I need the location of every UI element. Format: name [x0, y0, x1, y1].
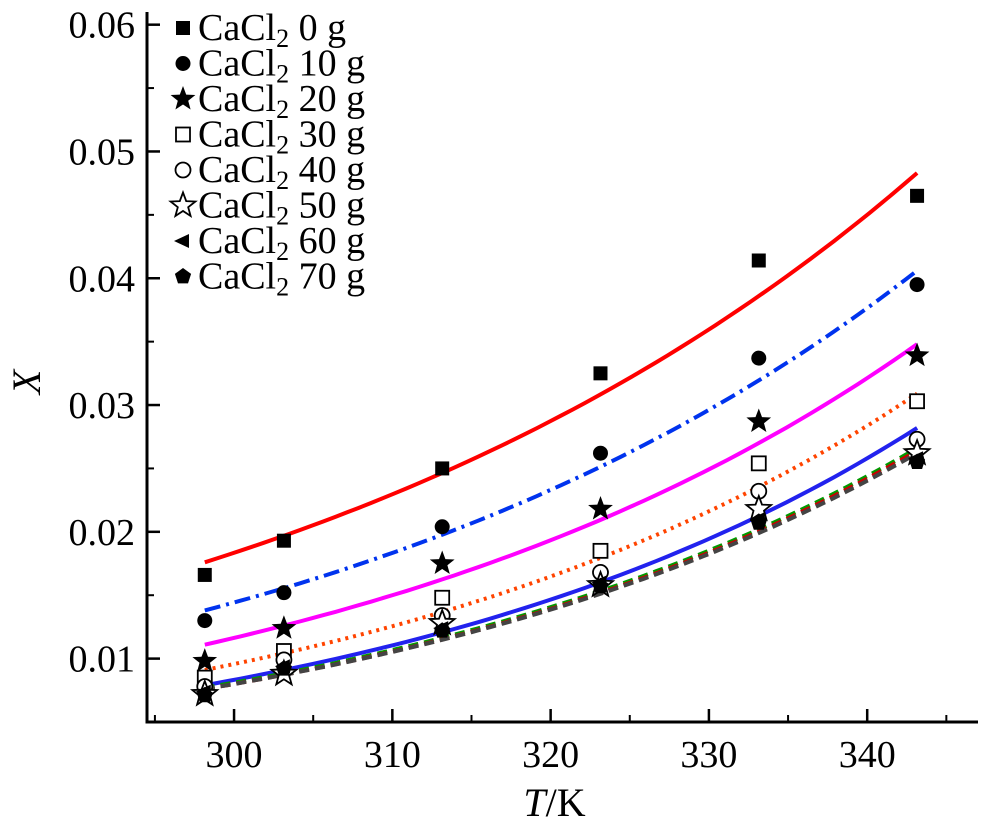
legend-label-subscript: 2: [276, 60, 289, 89]
point-series-2-4: [746, 408, 772, 432]
legend-label-main: CaCl: [198, 149, 276, 191]
legend-marker-6: [174, 234, 189, 248]
point-series-1-3: [592, 445, 608, 461]
point-series-7-2: [434, 622, 451, 638]
y-tick-label: 0.02: [69, 512, 136, 554]
point-series-2-1: [271, 615, 297, 639]
point-series-2-2: [429, 550, 455, 574]
legend-label-subscript: 2: [276, 24, 289, 53]
point-series-2-3: [588, 496, 613, 520]
x-axis-title: T/K: [523, 780, 585, 825]
legend-label-6: CaCl2 60 g: [198, 220, 365, 266]
legend-label-4: CaCl2 40 g: [198, 149, 365, 195]
legend-label-subscript: 2: [276, 273, 289, 302]
fit-curve-4: [204, 426, 919, 688]
legend-label-1: CaCl2 10 g: [198, 43, 365, 89]
point-series-0-2: [435, 461, 450, 476]
legend-marker-3: [175, 126, 191, 143]
legend-marker-1: [175, 56, 191, 71]
legend-label-tail: 20 g: [289, 78, 365, 120]
point-series-1-5: [909, 277, 925, 293]
legend-label-3: CaCl2 30 g: [198, 114, 365, 160]
fit-curve-0: [204, 171, 919, 565]
x-tick-label: 340: [839, 734, 896, 776]
fit-curve-2: [204, 342, 919, 647]
x-tick-label: 310: [364, 734, 421, 776]
point-series-3-4: [750, 455, 767, 472]
legend-label-tail: 50 g: [289, 185, 365, 227]
point-series-1-2: [434, 519, 450, 535]
point-series-2-5: [904, 342, 930, 367]
point-series-0-4: [751, 253, 766, 268]
point-series-7-5: [909, 453, 926, 469]
legend-marker-2: [170, 86, 196, 110]
point-series-7-4: [750, 514, 767, 530]
legend-label-tail: 0 g: [289, 7, 346, 49]
axes: 0.01 0.02 0.03 0.04 0.05 0.06 300 310 320 330 340 T…: [4, 5, 978, 825]
x-axis-title-symbol: T: [523, 780, 548, 825]
point-series-7-1: [275, 660, 292, 676]
point-series-1-4: [751, 350, 767, 366]
point-series-0-0: [197, 567, 212, 582]
point-series-1-0: [197, 613, 213, 629]
point-series-7-3: [592, 577, 609, 594]
legend-label-subscript: 2: [276, 95, 289, 124]
legend-label-main: CaCl: [198, 7, 276, 49]
point-series-3-5: [909, 393, 925, 410]
y-axis-title: X: [4, 368, 49, 396]
fit-curve-7: [204, 451, 919, 691]
legend-label-main: CaCl: [198, 256, 276, 298]
point-series-0-1: [276, 533, 291, 548]
x-tick-label: 320: [522, 734, 579, 776]
legend-marker-0: [176, 21, 190, 35]
legend-label-main: CaCl: [198, 78, 276, 120]
legend-marker-7: [174, 268, 192, 284]
y-tick-label: 0.06: [69, 5, 136, 47]
legend-label-main: CaCl: [198, 43, 276, 85]
legend-label-tail: 30 g: [289, 114, 365, 156]
legend-label-tail: 40 g: [289, 149, 365, 191]
fit-curve-3: [204, 391, 919, 672]
legend-marker-4: [174, 161, 192, 179]
legend-label-subscript: 2: [276, 202, 289, 231]
y-tick-label: 0.03: [69, 385, 136, 427]
data-points: [189, 188, 932, 707]
legend-label-subscript: 2: [276, 237, 289, 266]
y-tick-label: 0.01: [69, 639, 136, 681]
legend-label-7: CaCl2 70 g: [198, 256, 365, 302]
point-series-0-5: [910, 188, 925, 203]
legend-label-subscript: 2: [276, 166, 289, 195]
fit-lines: [204, 171, 919, 691]
legend-label-main: CaCl: [198, 220, 276, 262]
legend-label-0: CaCl2 0 g: [198, 7, 346, 53]
y-tick-label: 0.04: [69, 258, 136, 300]
x-tick-label: 330: [680, 734, 737, 776]
legend-label-tail: 60 g: [289, 220, 365, 262]
legend-marker-5: [168, 189, 198, 219]
legend-label-5: CaCl2 50 g: [198, 185, 365, 231]
legend-label-tail: 10 g: [289, 43, 365, 85]
point-series-3-3: [592, 542, 609, 559]
fit-curve-1: [204, 269, 919, 613]
point-series-0-3: [593, 366, 608, 381]
x-axis-title-unit: /K: [546, 780, 586, 825]
point-series-1-1: [276, 585, 292, 601]
legend-label-main: CaCl: [198, 114, 276, 156]
point-series-3-2: [434, 589, 451, 606]
legend-label-main: CaCl: [198, 185, 276, 227]
x-tick-label: 300: [206, 734, 263, 776]
point-series-2-0: [192, 648, 218, 672]
y-tick-label: 0.05: [69, 131, 136, 173]
point-series-7-0: [196, 686, 213, 703]
legend-label-tail: 70 g: [289, 256, 365, 298]
legend-label-2: CaCl2 20 g: [198, 78, 365, 124]
legend-label-subscript: 2: [276, 131, 289, 160]
